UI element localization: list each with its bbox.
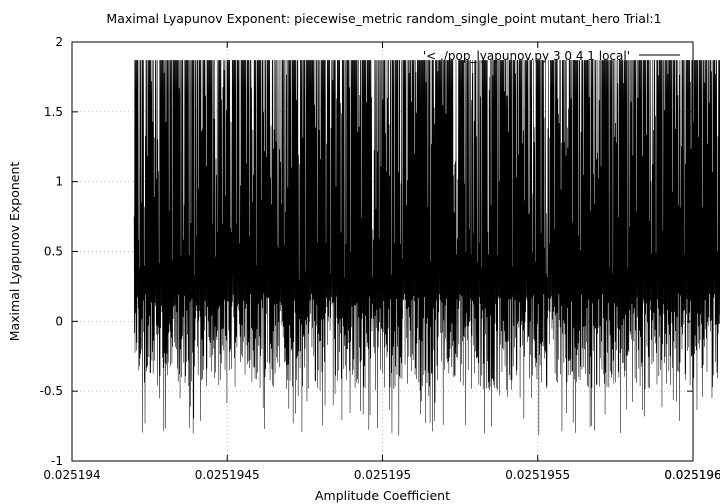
- y-tick-label: -1: [51, 454, 63, 468]
- x-tick-label: 0.025196: [664, 468, 720, 482]
- x-tick-label: 0.025195: [354, 468, 411, 482]
- chart-title: Maximal Lyapunov Exponent: piecewise_met…: [106, 11, 661, 26]
- x-tick-label: 0.025194: [43, 468, 100, 482]
- y-tick-label: -0.5: [40, 384, 63, 398]
- series-line: [133, 60, 720, 436]
- x-tick-label: 0.025196: [664, 468, 720, 482]
- y-tick-label: 0.5: [44, 245, 63, 259]
- x-axis-label: Amplitude Coefficient: [315, 488, 450, 503]
- y-tick-label: 2: [55, 35, 63, 49]
- y-tick-label: 1.5: [44, 105, 63, 119]
- legend-label: '< ./pop_lyapunov.py 3 0 4 1 local': [423, 49, 630, 63]
- y-tick-label: 0: [55, 314, 63, 328]
- x-tick-label: 0.0251955: [505, 468, 570, 482]
- y-tick-label: 1: [55, 175, 63, 189]
- x-tick-label: 0.0251945: [195, 468, 260, 482]
- y-axis-label: Maximal Lyapunov Exponent: [7, 162, 22, 342]
